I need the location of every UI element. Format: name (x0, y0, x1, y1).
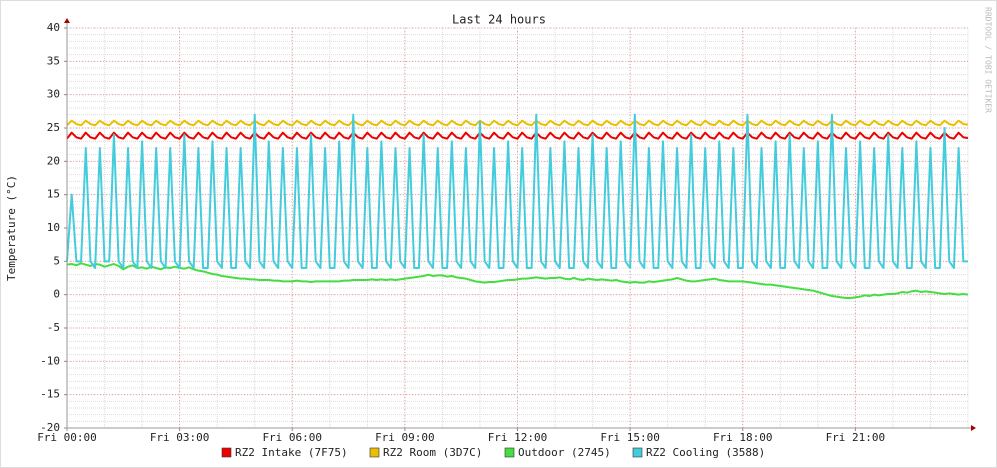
legend-swatch (504, 447, 515, 458)
legend-label: Outdoor (2745) (518, 446, 611, 459)
legend-label: RZ2 Intake (7F75) (235, 446, 348, 459)
legend-label: RZ2 Cooling (3588) (646, 446, 765, 459)
legend-label: RZ2 Room (3D7C) (383, 446, 482, 459)
grid (64, 27, 969, 431)
y-tick-label: 30 (47, 88, 60, 101)
legend-swatch (221, 447, 232, 458)
legend-swatch (632, 447, 643, 458)
y-tick-label: 20 (47, 154, 60, 167)
y-tick-label: -15 (40, 388, 60, 401)
plot (66, 113, 969, 299)
y-tick-label: 25 (47, 121, 60, 134)
series-line (66, 262, 969, 299)
series-line (66, 119, 969, 127)
x-tick-label: Fri 21:00 (826, 431, 886, 444)
x-axis-arrow (971, 425, 976, 431)
y-tick-label: 40 (47, 21, 60, 34)
x-tick-label: Fri 18:00 (713, 431, 773, 444)
y-tick-label: -10 (40, 354, 60, 367)
y-tick-label: 15 (47, 188, 60, 201)
x-tick-label: Fri 15:00 (600, 431, 660, 444)
x-tick-label: Fri 03:00 (150, 431, 210, 444)
series-line (66, 131, 969, 140)
y-tick-label: 5 (53, 254, 60, 267)
chart-title: Last 24 hours (452, 13, 546, 27)
y-axis-arrow (64, 18, 70, 23)
x-tick-label: Fri 09:00 (375, 431, 435, 444)
y-tick-label: 0 (53, 288, 60, 301)
x-tick-label: Fri 12:00 (488, 431, 548, 444)
x-tick-label: Fri 06:00 (262, 431, 322, 444)
legend-swatch (369, 447, 380, 458)
y-tick-label: -5 (47, 321, 60, 334)
x-tick-label: Fri 00:00 (37, 431, 97, 444)
series-line (66, 113, 968, 269)
y-tick-label: -20 (40, 421, 60, 434)
y-axis-label: Temperature (°C) (5, 175, 18, 281)
y-tick-label: 10 (47, 221, 60, 234)
watermark: RRDTOOL / TOBI OETIKER (984, 7, 993, 113)
y-tick-label: 35 (47, 54, 60, 67)
